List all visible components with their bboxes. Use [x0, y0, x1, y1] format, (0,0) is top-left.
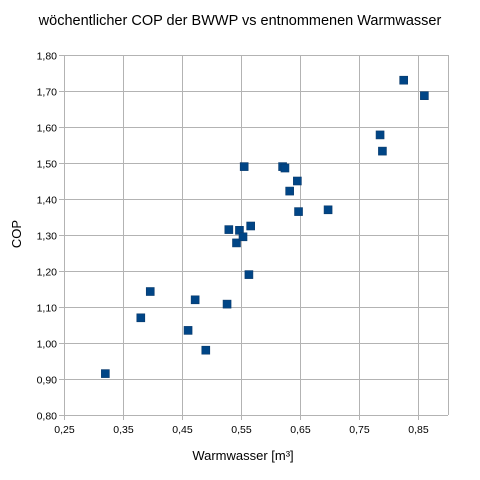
data-point: [224, 225, 234, 234]
y-tick-label: 1,10: [37, 303, 58, 315]
grid-lines: [59, 55, 449, 420]
data-point: [375, 130, 385, 140]
data-points: [101, 75, 429, 378]
data-point: [222, 299, 232, 309]
data-point: [323, 205, 333, 215]
data-point: [201, 345, 211, 355]
data-point: [420, 91, 429, 100]
data-point: [293, 176, 302, 186]
data-point: [246, 221, 255, 231]
data-point: [145, 287, 155, 296]
x-tick-label: 0,55: [231, 424, 252, 436]
y-tick-label: 1,60: [37, 123, 58, 135]
y-tick-label: 1,20: [37, 267, 58, 279]
data-point: [183, 326, 193, 335]
data-point: [285, 186, 294, 196]
data-point: [294, 207, 303, 216]
x-tick-label: 0,25: [54, 424, 75, 436]
x-tick-label: 0,45: [172, 424, 193, 436]
x-tick-label: 0,35: [113, 424, 134, 436]
y-axis-title: COP: [9, 220, 24, 248]
y-tick-label: 1,80: [37, 51, 58, 63]
x-tick-label: 0,85: [408, 424, 429, 436]
data-point: [136, 313, 146, 323]
data-point: [101, 369, 110, 378]
x-tick-label: 0,75: [349, 424, 370, 436]
data-point: [238, 232, 248, 242]
data-point: [399, 75, 408, 85]
chart-title: wöchentlicher COP der BWWP vs entnommene…: [38, 13, 442, 29]
x-axis-title: Warmwasser [m³]: [192, 448, 293, 463]
data-point: [232, 238, 241, 248]
data-point: [239, 162, 249, 171]
y-tick-label: 1,00: [37, 339, 58, 351]
x-tick-label: 0,65: [290, 424, 311, 436]
y-tick-label: 1,40: [37, 195, 58, 207]
data-point: [378, 146, 387, 156]
y-tick-label: 1,70: [37, 87, 58, 99]
y-tick-label: 1,30: [37, 231, 58, 243]
y-tick-label: 0,90: [37, 375, 58, 387]
data-point: [190, 295, 200, 305]
y-tick-label: 0,80: [37, 411, 58, 423]
data-point: [280, 163, 290, 173]
y-tick-label: 1,50: [37, 159, 58, 171]
tick-labels: 0,80 0,90 1,00 1,10 1,20 1,30 1,40 1,50 1,60 1,70…: [37, 51, 429, 437]
data-point: [244, 270, 254, 279]
